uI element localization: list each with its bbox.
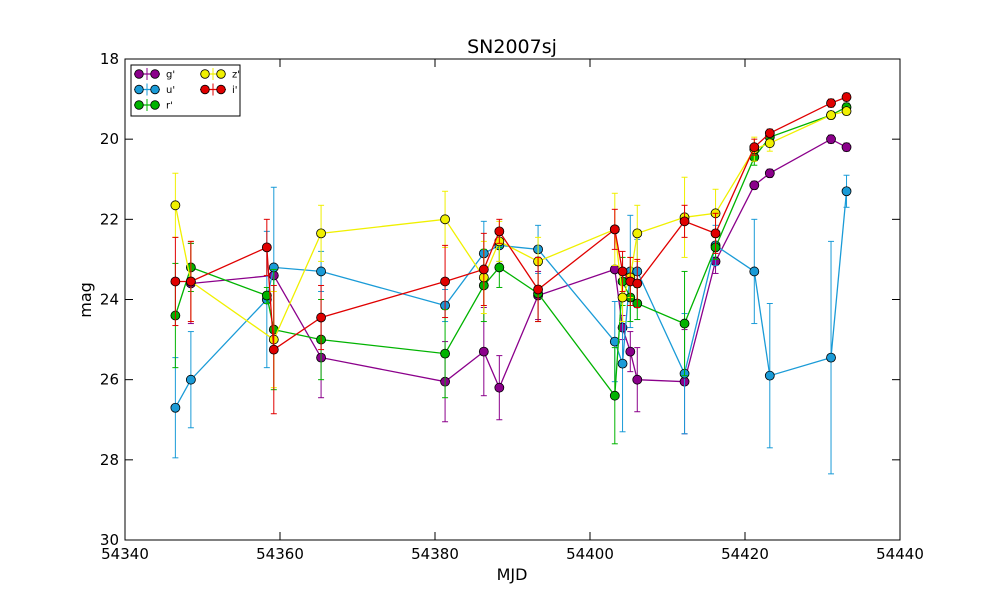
x-tick-label: 54340 — [101, 545, 149, 563]
data-point — [440, 348, 450, 359]
legend: g' u' r' z' i' — [130, 64, 241, 117]
y-tick-label: 22 — [100, 210, 119, 228]
data-point — [617, 358, 628, 369]
y-tick-label: 26 — [100, 371, 119, 389]
data-point — [617, 292, 628, 303]
data-point — [316, 266, 326, 277]
legend-label: g' — [166, 70, 175, 81]
x-tick-label: 54360 — [256, 545, 304, 563]
data-point — [632, 374, 643, 385]
legend-label: z' — [232, 70, 240, 81]
data-point — [261, 242, 272, 253]
legend-marker — [200, 84, 210, 95]
data-point — [170, 402, 181, 413]
x-tick-label: 54440 — [876, 545, 924, 563]
legend-marker — [134, 69, 144, 79]
y-axis-label: mag — [76, 282, 95, 318]
data-point — [617, 266, 628, 277]
data-point — [826, 110, 836, 121]
legend-marker — [150, 84, 160, 95]
legend-label: r' — [166, 101, 173, 112]
legend-label: i' — [232, 85, 238, 96]
data-point — [764, 128, 775, 139]
data-point — [826, 352, 836, 363]
data-point — [494, 262, 505, 273]
data-point — [764, 370, 775, 381]
x-tick-label: 54420 — [721, 545, 769, 563]
y-tick-label: 20 — [100, 130, 119, 148]
y-tick-label: 24 — [100, 291, 119, 309]
data-point — [841, 92, 852, 102]
legend-marker — [200, 69, 210, 79]
legend-marker — [150, 69, 160, 79]
legend-label: u' — [166, 85, 175, 96]
plot-frame — [124, 58, 901, 541]
data-point — [625, 346, 636, 357]
x-tick-label: 54380 — [411, 545, 459, 563]
data-point — [440, 214, 450, 225]
data-point — [826, 134, 836, 145]
data-point — [440, 276, 450, 287]
data-point — [268, 344, 279, 355]
data-point — [494, 382, 505, 393]
legend-marker — [216, 69, 226, 79]
data-point — [609, 224, 620, 235]
plot-area — [170, 92, 852, 475]
data-point — [185, 374, 196, 385]
data-point — [609, 336, 620, 347]
data-point — [170, 200, 181, 211]
legend-marker — [134, 84, 144, 95]
data-point — [841, 106, 852, 117]
data-point — [170, 276, 181, 287]
data-point — [533, 284, 543, 295]
data-point — [632, 278, 643, 289]
data-point — [749, 180, 760, 191]
x-axis-label: MJD — [497, 565, 528, 584]
legend-marker — [150, 100, 160, 110]
data-point — [478, 264, 489, 275]
axis-ticks: 54340 54360 54380 54400 54420 54440 18 20 22 24 26… — [100, 50, 924, 563]
data-point — [764, 138, 775, 149]
data-point — [841, 186, 852, 197]
data-point — [478, 346, 489, 357]
data-point — [316, 312, 326, 323]
data-point — [609, 390, 620, 401]
data-point — [185, 276, 196, 287]
series-4 — [170, 92, 852, 415]
data-point — [749, 266, 760, 277]
legend-marker — [134, 100, 144, 110]
data-point — [632, 228, 643, 239]
data-point — [749, 142, 760, 153]
y-tick-label: 30 — [100, 531, 119, 549]
data-point — [710, 228, 721, 239]
data-point — [316, 228, 326, 239]
legend-marker — [216, 84, 226, 95]
chart-title: SN2007sj — [467, 36, 557, 58]
y-tick-label: 28 — [100, 451, 119, 469]
data-point — [261, 290, 272, 301]
data-point — [494, 226, 505, 237]
y-tick-label: 18 — [100, 50, 119, 68]
data-point — [679, 216, 690, 227]
data-point — [841, 142, 852, 153]
data-point — [764, 168, 775, 179]
data-point — [679, 318, 690, 329]
data-point — [826, 98, 836, 108]
x-tick-label: 54400 — [566, 545, 614, 563]
